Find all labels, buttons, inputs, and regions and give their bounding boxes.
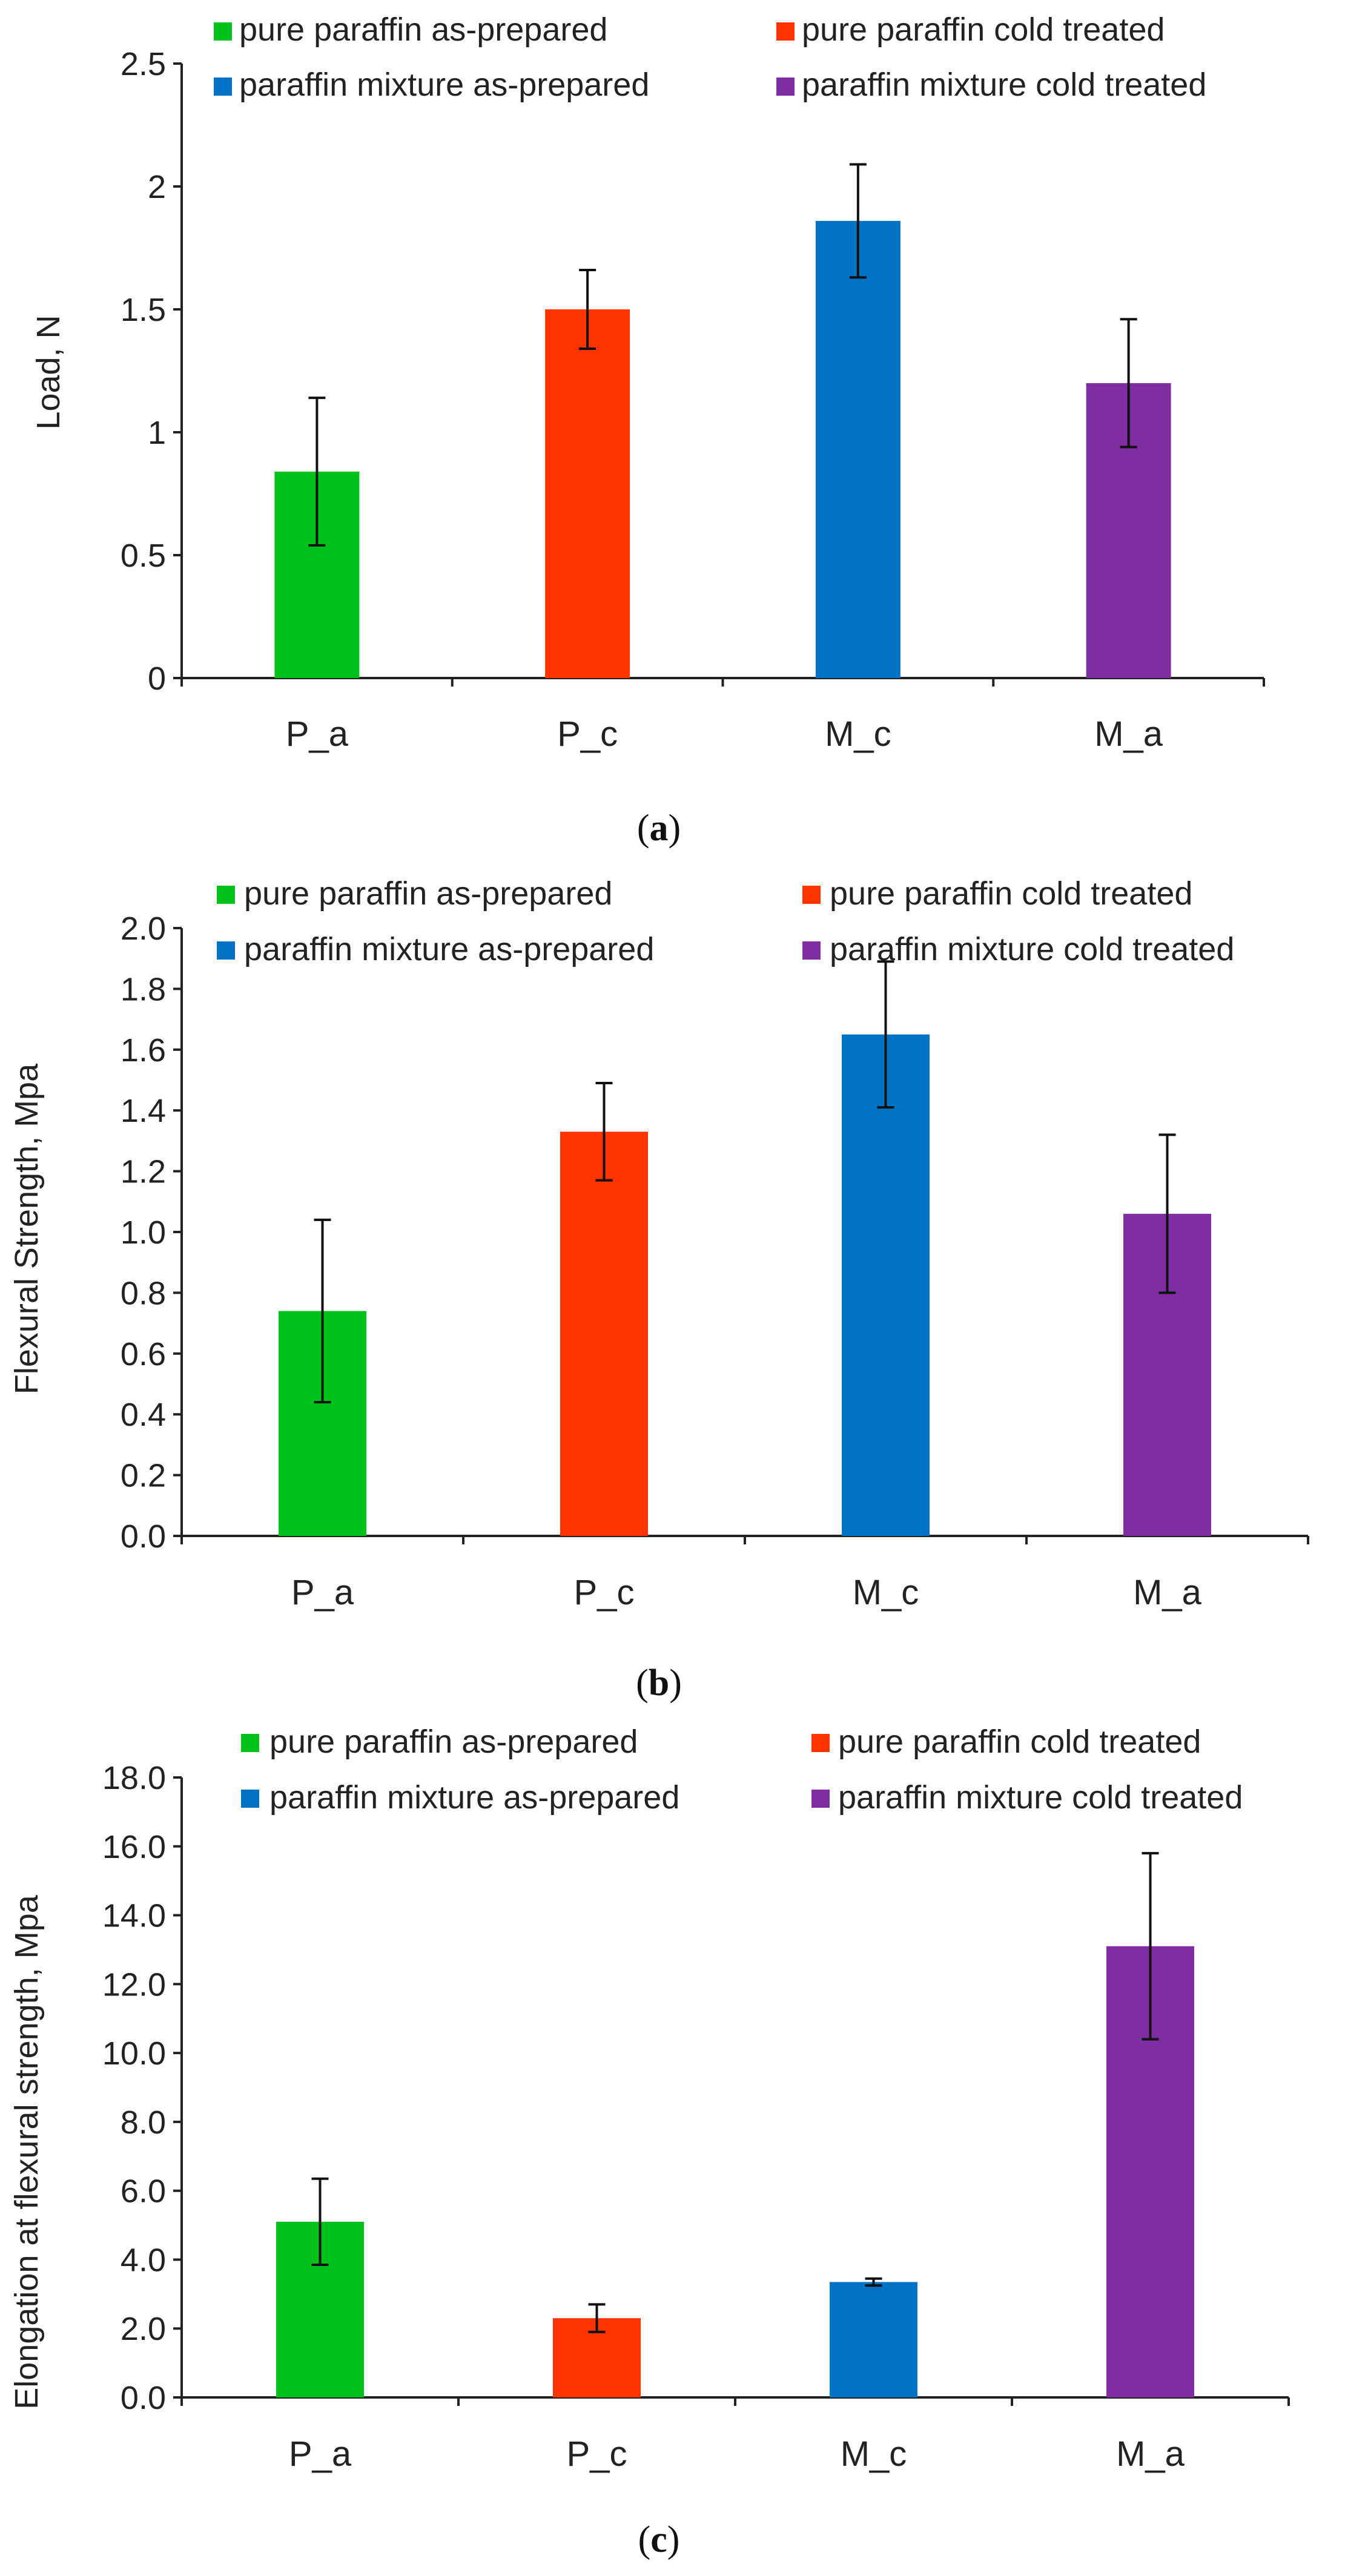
- legend-b-label-2: pure paraffin cold treated: [830, 875, 1192, 912]
- y-tick-label-c: 10.0: [102, 2035, 166, 2072]
- legend-c-swatch-2: [811, 1734, 830, 1752]
- legend-c-label-1: pure paraffin as-prepared: [269, 1724, 638, 1760]
- legend-a-swatch-1: [214, 22, 232, 41]
- bar-b-m-c: [842, 1034, 930, 1536]
- y-tick-label-b: 0.2: [121, 1458, 166, 1494]
- legend-a-swatch-3: [214, 77, 232, 96]
- x-tick-label-b: M_c: [853, 1573, 919, 1612]
- x-tick-label-b: P_a: [291, 1573, 354, 1612]
- legend-b-swatch-4: [802, 941, 821, 960]
- x-tick-label-b: P_c: [574, 1573, 635, 1612]
- x-tick-label-a: P_c: [557, 714, 618, 754]
- legend-a-label-1: pure paraffin as-prepared: [239, 12, 607, 48]
- y-axis-title-c: Elongation at flexural strength, Mpa: [8, 1894, 45, 2409]
- y-tick-label-b: 0.4: [121, 1397, 166, 1433]
- legend-b-swatch-3: [217, 941, 235, 960]
- chart-panel-c: pure paraffin as-prepared pure paraffin …: [8, 1724, 1290, 2560]
- y-tick-label-b: 2.0: [121, 911, 166, 947]
- error-bar-a-m-a: [1120, 318, 1137, 449]
- y-tick-label-a: 0.5: [121, 538, 166, 574]
- y-tick-label-c: 6.0: [121, 2173, 166, 2210]
- y-tick-label-c: 14.0: [102, 1898, 166, 1934]
- x-tick-label-c: M_c: [841, 2434, 907, 2474]
- legend-b-label-1: pure paraffin as-prepared: [244, 875, 612, 912]
- chart-panel-a: pure paraffin as-prepared pure paraffin …: [30, 12, 1265, 849]
- y-tick-label-a: 1: [148, 415, 166, 451]
- x-tick-label-a: M_a: [1094, 714, 1163, 754]
- plot-area-b: 0.0 0.2 0.4 0.6 0.8 1.0 1.2 1.4 1.6 1.8 2.0 P_a P_c M…: [121, 911, 1309, 1612]
- y-tick-label-a: 0: [148, 660, 166, 697]
- chart-panel-b: pure paraffin as-prepared pure paraffin …: [8, 875, 1309, 1704]
- y-tick-label-c: 12.0: [102, 1966, 166, 2003]
- x-tick-label-c: P_a: [289, 2434, 352, 2474]
- error-bar-b-m-c: [877, 960, 894, 1109]
- y-tick-label-c: 16.0: [102, 1829, 166, 1865]
- legend-b-swatch-1: [217, 886, 235, 904]
- error-bar-a-p-a: [308, 397, 326, 547]
- legend-c-label-2: pure paraffin cold treated: [838, 1724, 1201, 1760]
- y-tick-label-c: 8.0: [121, 2104, 166, 2141]
- legend-a-label-3: paraffin mixture as-prepared: [239, 67, 649, 103]
- y-tick-label-b: 1.4: [121, 1093, 166, 1129]
- plot-area-c: 0.0 2.0 4.0 6.0 8.0 10.0 12.0 14.0 16.0 18.0 P_a P_…: [102, 1760, 1290, 2474]
- y-tick-label-b: 1.6: [121, 1032, 166, 1069]
- y-tick-label-b: 1.0: [121, 1214, 166, 1251]
- caption-b: (b): [636, 1662, 682, 1704]
- x-tick-label-c: P_c: [567, 2434, 627, 2474]
- error-bar-a-m-c: [849, 163, 867, 279]
- y-tick-label-b: 0.0: [121, 1518, 166, 1555]
- y-axis-title-b: Flexural Strength, Mpa: [8, 1063, 45, 1394]
- legend-c-swatch-3: [241, 1790, 259, 1808]
- legend-b-swatch-2: [802, 886, 821, 904]
- x-tick-label-a: P_a: [286, 714, 349, 754]
- legend-c-swatch-1: [241, 1734, 259, 1752]
- y-tick-label-b: 0.6: [121, 1336, 166, 1372]
- y-tick-label-c: 2.0: [121, 2311, 166, 2347]
- bar-a-p-c: [545, 309, 630, 678]
- y-tick-label-b: 1.8: [121, 971, 166, 1007]
- y-axis-title-a: Load, N: [30, 315, 67, 429]
- legend-b-label-4: paraffin mixture cold treated: [830, 931, 1234, 967]
- error-bar-b-m-a: [1158, 1133, 1176, 1294]
- y-tick-label-a: 2.5: [121, 46, 166, 82]
- error-bar-a-p-c: [579, 269, 596, 350]
- error-bar-b-p-a: [314, 1218, 331, 1404]
- y-tick-label-c: 4.0: [121, 2242, 166, 2278]
- y-tick-label-c: 0.0: [121, 2380, 166, 2416]
- bar-a-m-c: [815, 220, 901, 679]
- legend-c-label-3: paraffin mixture as-prepared: [269, 1779, 679, 1816]
- legend-c: pure paraffin as-prepared pure paraffin …: [241, 1724, 1243, 1816]
- y-tick-label-c: 18.0: [102, 1760, 166, 1796]
- legend-b-label-3: paraffin mixture as-prepared: [244, 931, 654, 967]
- y-tick-label-a: 1.5: [121, 292, 166, 328]
- x-tick-label-c: M_a: [1116, 2434, 1185, 2474]
- legend-a-swatch-4: [776, 77, 795, 96]
- error-bar-c-m-a: [1142, 1852, 1159, 2041]
- legend-c-label-4: paraffin mixture cold treated: [838, 1779, 1243, 1816]
- plot-area-a: 0 0.5 1 1.5 2 2.5 P_a P_c M_c M_a: [121, 46, 1265, 754]
- x-tick-label-a: M_c: [825, 714, 891, 754]
- caption-a: (a): [637, 808, 681, 849]
- legend-a-label-4: paraffin mixture cold treated: [802, 67, 1206, 103]
- legend-a-swatch-2: [776, 22, 795, 41]
- y-tick-label-b: 1.2: [121, 1154, 166, 1190]
- error-bar-b-p-c: [595, 1082, 613, 1182]
- legend-b: pure paraffin as-prepared pure paraffin …: [217, 875, 1234, 967]
- legend-a: pure paraffin as-prepared pure paraffin …: [214, 12, 1206, 103]
- error-bar-c-p-c: [588, 2303, 606, 2333]
- legend-c-swatch-4: [811, 1790, 830, 1808]
- bar-b-p-c: [560, 1132, 648, 1536]
- y-tick-label-b: 0.8: [121, 1275, 166, 1311]
- error-bar-c-p-a: [311, 2177, 329, 2266]
- bar-c-m-c: [830, 2282, 917, 2397]
- error-bar-c-m-c: [865, 2277, 882, 2287]
- caption-c: (c): [638, 2519, 680, 2560]
- y-tick-label-a: 2: [148, 169, 166, 205]
- legend-a-label-2: pure paraffin cold treated: [802, 12, 1165, 48]
- x-tick-label-b: M_a: [1133, 1573, 1202, 1612]
